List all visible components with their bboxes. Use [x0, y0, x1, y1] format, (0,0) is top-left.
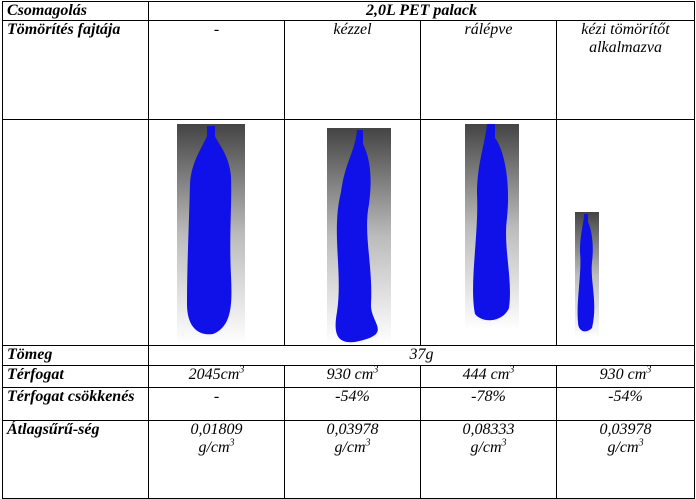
cell: 37g	[149, 346, 695, 366]
cell	[285, 120, 421, 346]
superscript: 3	[366, 438, 371, 449]
value: 0,08333	[463, 421, 515, 438]
cell: 930 cm3	[285, 366, 421, 388]
value: 930 cm	[327, 366, 374, 383]
superscript: 3	[502, 438, 507, 449]
bottle-image	[285, 120, 421, 345]
cell: kézi tömörítőt alkalmazva	[557, 21, 695, 120]
unit: g/cm	[607, 439, 638, 456]
unit: g/cm	[470, 439, 501, 456]
cell: Térfogat	[3, 366, 149, 388]
superscript: 3	[639, 438, 644, 449]
cell: 2045cm3	[149, 366, 285, 388]
row: Tömeg 37g	[3, 346, 695, 366]
cell: Tömörítés fajtája	[3, 21, 149, 120]
cell: -54%	[285, 388, 421, 421]
page: {"table": { "header": {"label": "Csomago…	[0, 1, 696, 499]
data-table: Csomagolás 2,0L PET palack Tömörítés faj…	[2, 1, 695, 499]
cell: 930 cm3	[557, 366, 695, 388]
superscript: 3	[230, 438, 235, 449]
bottle-image	[557, 120, 695, 345]
value: 444 cm	[463, 366, 510, 383]
value: 930 cm	[600, 366, 647, 383]
cell: Csomagolás	[3, 2, 149, 21]
bottle-image	[421, 120, 557, 345]
value: 0,01809	[191, 421, 243, 438]
cell: 444 cm3	[421, 366, 557, 388]
cell: -54%	[557, 388, 695, 421]
superscript: 3	[239, 365, 244, 376]
superscript: 3	[646, 365, 651, 376]
header-row: Csomagolás 2,0L PET palack	[3, 2, 695, 21]
image-row	[3, 120, 695, 346]
superscript: 3	[373, 365, 378, 376]
cell: Tömeg	[3, 346, 149, 366]
superscript: 3	[509, 365, 514, 376]
row: Térfogat csökkenés - -54% -78% -54%	[3, 388, 695, 421]
cell: Átlagsűrű-ség	[3, 421, 149, 499]
cell: rálépve	[421, 21, 557, 120]
cell	[557, 120, 695, 346]
cell: -	[149, 388, 285, 421]
cell: -	[149, 21, 285, 120]
value: 0,03978	[327, 421, 379, 438]
unit: g/cm	[334, 439, 365, 456]
value: 0,03978	[600, 421, 652, 438]
bottle-image	[149, 120, 285, 345]
value: 2045cm	[189, 366, 240, 383]
cell	[149, 120, 285, 346]
cell	[3, 120, 149, 346]
cell	[421, 120, 557, 346]
unit: g/cm	[198, 439, 229, 456]
cell: 2,0L PET palack	[149, 2, 695, 21]
cell: kézzel	[285, 21, 421, 120]
cell: Térfogat csökkenés	[3, 388, 149, 421]
cell: -78%	[421, 388, 557, 421]
row: Tömörítés fajtája - kézzel rálépve kézi …	[3, 21, 695, 120]
